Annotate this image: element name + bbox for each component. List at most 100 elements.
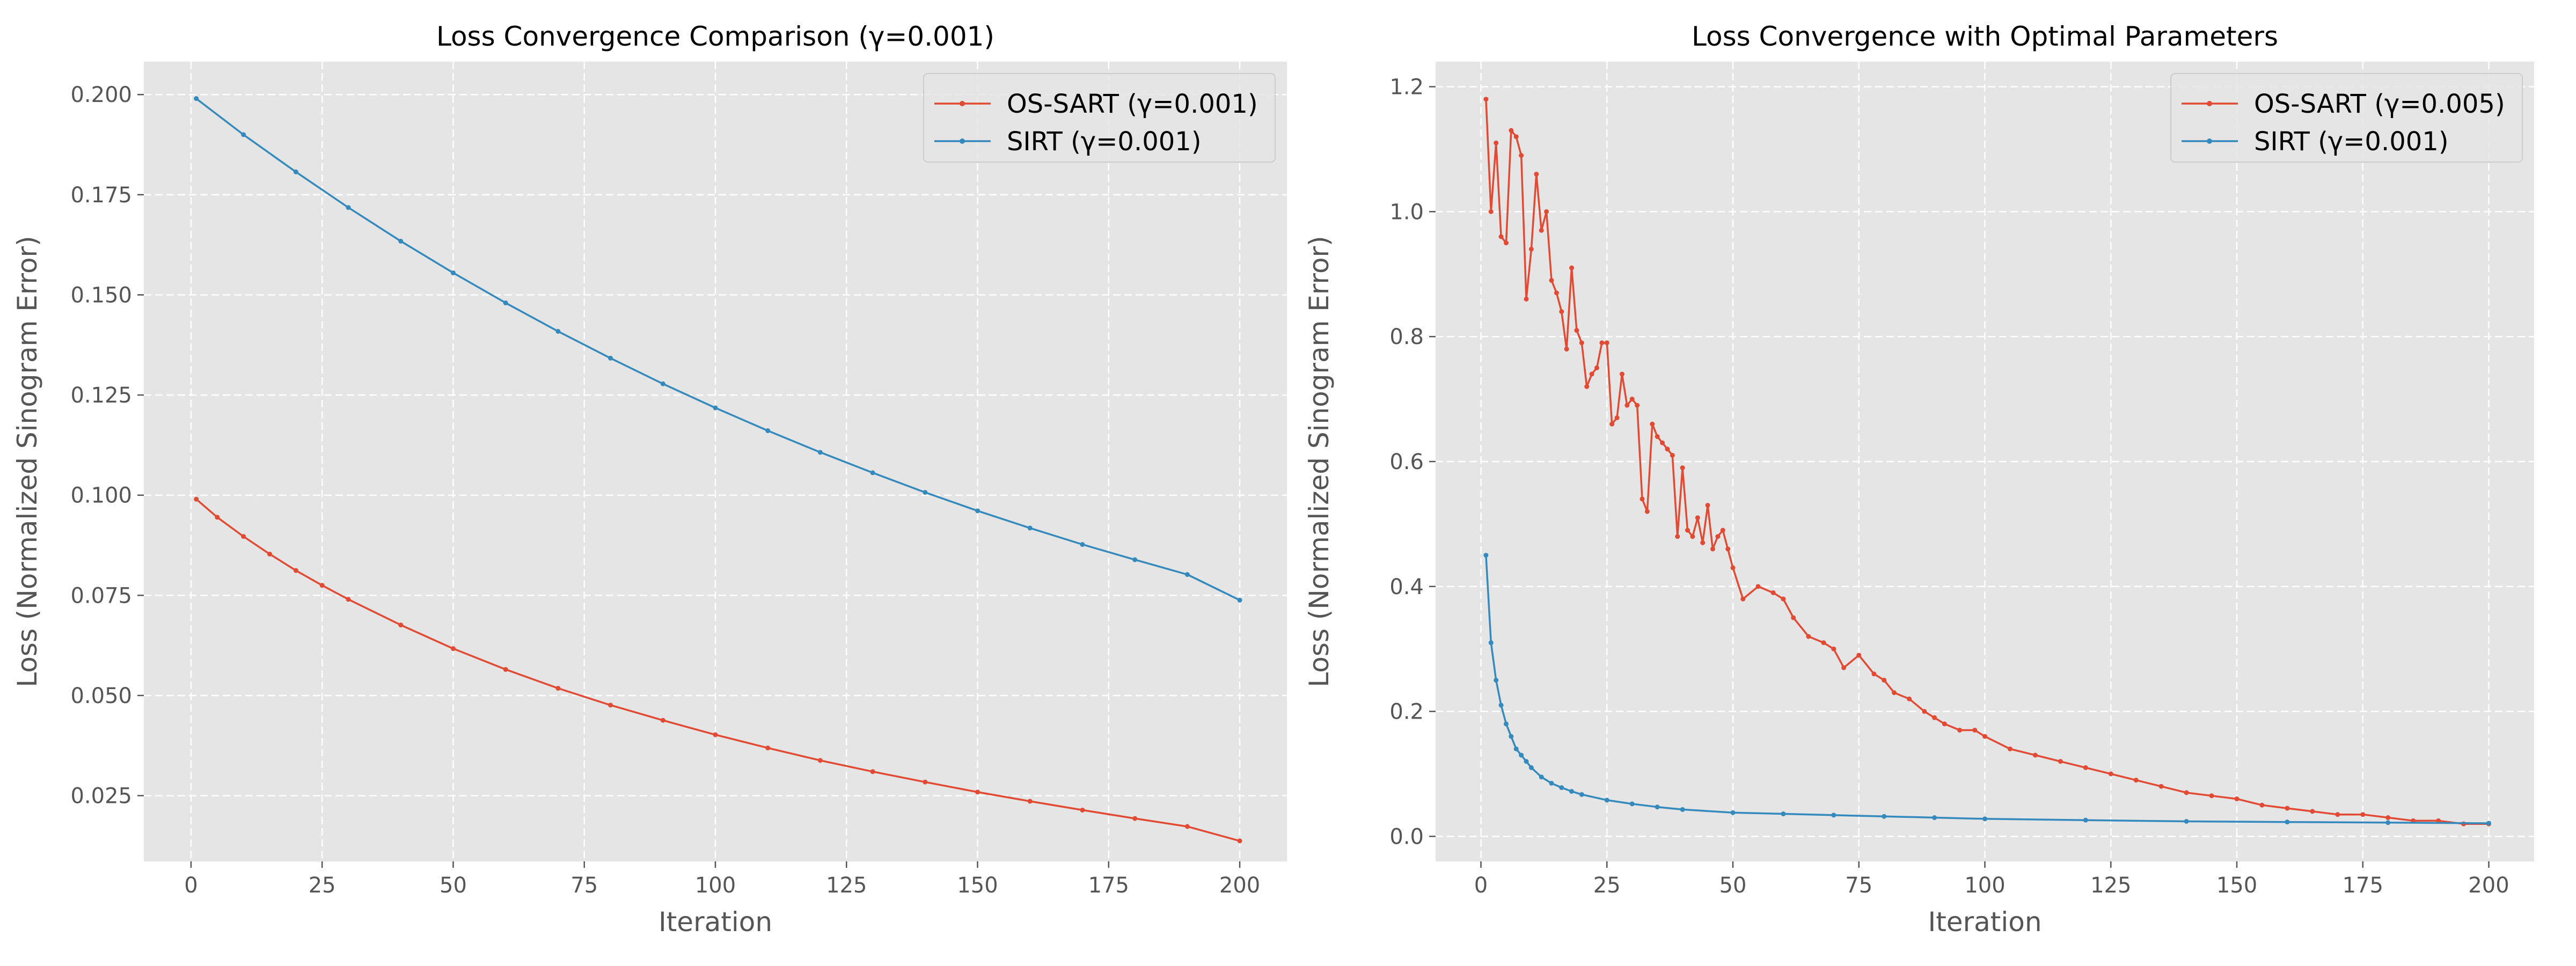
chart-1-series-1-point [215, 515, 220, 520]
chart-1-series-1-point [817, 758, 823, 763]
chart-2-legend-marker [2207, 101, 2212, 106]
chart-2-series-1-point [1534, 172, 1539, 177]
chart-2-series-1-point [1806, 634, 1811, 639]
chart-2-series-1-point [1644, 509, 1650, 514]
chart-1-legend-frame [923, 73, 1276, 163]
chart-2-y-tick-label: 0.0 [1389, 824, 1424, 849]
chart-2-series-1-point [1635, 402, 1640, 408]
chart-2-series-1-point [1922, 709, 1927, 714]
chart-2-series-1-point [2234, 796, 2240, 802]
chart-1-x-tick-label: 50 [440, 873, 467, 898]
chart-1-title: Loss Convergence Comparison (γ=0.001) [436, 21, 994, 52]
chart-2-series-2-point [1604, 797, 1609, 803]
chart-2-series-2-point [1528, 765, 1534, 770]
chart-1-series-2-point [555, 328, 561, 334]
chart-2-x-tick-label: 100 [1964, 873, 2005, 898]
chart-2-series-2-point [1483, 553, 1489, 558]
chart-2-x-tick-label: 25 [1593, 873, 1621, 898]
chart-2-series-1-point [1498, 234, 1504, 239]
chart-1-series-1-point [975, 789, 980, 795]
chart-1-series-2-point [293, 169, 298, 174]
chart-2-series-1-point [1614, 415, 1620, 421]
chart-1-y-tick-label: 0.200 [70, 83, 132, 107]
chart-2-series-2-point [1549, 780, 1554, 786]
chart-1-series-2-point [608, 355, 613, 361]
chart-1-series-1-point [713, 732, 718, 737]
chart-2-legend-marker [2207, 138, 2212, 144]
chart-1: 0 25 50 75 100 125 150 175 200 0.025 0.050 0.075 0.1… [12, 21, 1287, 938]
chart-1-series-2 [194, 96, 1242, 603]
chart-2-series-2-point [2285, 819, 2290, 825]
chart-1-series-2-point [503, 300, 508, 305]
chart-2-series-1-point [1509, 128, 1514, 133]
chart-1-y-tick-label: 0.050 [70, 684, 132, 708]
chart-1-series-2-point [1027, 525, 1033, 531]
chart-1-legend: OS-SART (γ=0.001) SIRT (γ=0.001) [923, 73, 1276, 163]
chart-2-series-1-point [1670, 452, 1675, 458]
chart-2-series-1-point [1650, 421, 1655, 427]
chart-2-series-1-point [1624, 402, 1630, 408]
chart-2-series-1-point [2335, 812, 2340, 817]
chart-1-series-1-point [241, 534, 246, 539]
chart-2-series-2-point [1579, 792, 1584, 797]
chart-2-series-1-point [1841, 665, 1847, 670]
chart-2-series-2-point [1781, 811, 1786, 817]
chart-2-series-1-point [1710, 546, 1715, 552]
chart-1-y-tick-label: 0.125 [70, 383, 132, 408]
chart-1-x-tick-label: 125 [826, 873, 867, 898]
chart-2-y-axis-label: Loss (Normalized Sinogram Error) [1304, 236, 1335, 687]
chart-2-title: Loss Convergence with Optimal Parameters [1692, 21, 2278, 52]
chart-1-series-2-point [398, 238, 404, 244]
chart-2-series-1-point [1755, 584, 1761, 589]
chart-2-legend-entry: OS-SART (γ=0.005) [2254, 89, 2505, 119]
chart-2-series-1-point [1730, 565, 1736, 570]
chart-2-series-1-point [1629, 397, 1635, 402]
chart-1-series-1-point [923, 779, 928, 785]
chart-1-series-2-point [346, 205, 351, 210]
chart-2-series-1-point [2184, 790, 2189, 795]
chart-1-series-1-point [194, 496, 199, 502]
chart-2-series-1 [1483, 97, 2491, 826]
chart-2-series-1-point [1539, 228, 1544, 233]
chart-1-series-2-point [1184, 572, 1190, 577]
chart-2-series-1-point [1660, 440, 1665, 445]
chart-1-series-1-point [503, 667, 508, 672]
chart-2-series-1-point [2158, 784, 2164, 789]
chart-2-series-1-point [1574, 328, 1579, 333]
chart-2-series-1-point [1770, 590, 1776, 595]
chart-2-series-1-point [1871, 671, 1877, 677]
chart-1-series-1-point [555, 686, 561, 691]
chart-2-y-tick-label: 1.2 [1389, 75, 1424, 100]
chart-1-series-1-point [267, 551, 272, 557]
chart-1-series-2-point [450, 270, 456, 275]
chart-2-series-1-point [1705, 502, 1710, 508]
chart-1-series-2-point [923, 489, 928, 495]
chart-2-series-1-point [2385, 815, 2391, 821]
chart-2-series-1-point [1680, 465, 1685, 471]
chart-2-series-1-point [2360, 812, 2366, 817]
chart-2-y-tick-label: 0.4 [1389, 575, 1424, 599]
chart-2-series-1-point [2108, 771, 2113, 777]
chart-1-series-1-point [1080, 807, 1085, 813]
chart-2-series-1-point [1483, 97, 1489, 102]
chart-2-y-tick-label: 0.6 [1389, 450, 1424, 474]
chart-2-series-2-point [1513, 746, 1519, 751]
chart-2-series-1-point [1569, 265, 1575, 270]
chart-2-series-1-point [1972, 728, 1978, 733]
chart-1-x-tick-label: 25 [309, 873, 336, 898]
chart-1-legend-marker [960, 101, 965, 106]
chart-1-y-axis-label: Loss (Normalized Sinogram Error) [12, 236, 43, 687]
chart-2-x-axis-label: Iteration [1928, 906, 2041, 938]
chart-2-series-1-point [2058, 759, 2063, 764]
chart-2-series-2-point [2486, 821, 2491, 826]
chart-1-legend-marker [960, 138, 965, 144]
chart-2-series-1-point [1513, 134, 1519, 140]
chart-2-series-1-point [1982, 734, 1987, 739]
chart-1-y-tick-label: 0.150 [70, 283, 132, 308]
chart-1-x-tick-label: 150 [957, 873, 998, 898]
chart-1-series-2-point [765, 428, 771, 434]
chart-2-series-2-point [1519, 752, 1524, 758]
chart-2-x-tick-label: 125 [2090, 873, 2131, 898]
chart-2-series-1-point [1619, 371, 1624, 377]
